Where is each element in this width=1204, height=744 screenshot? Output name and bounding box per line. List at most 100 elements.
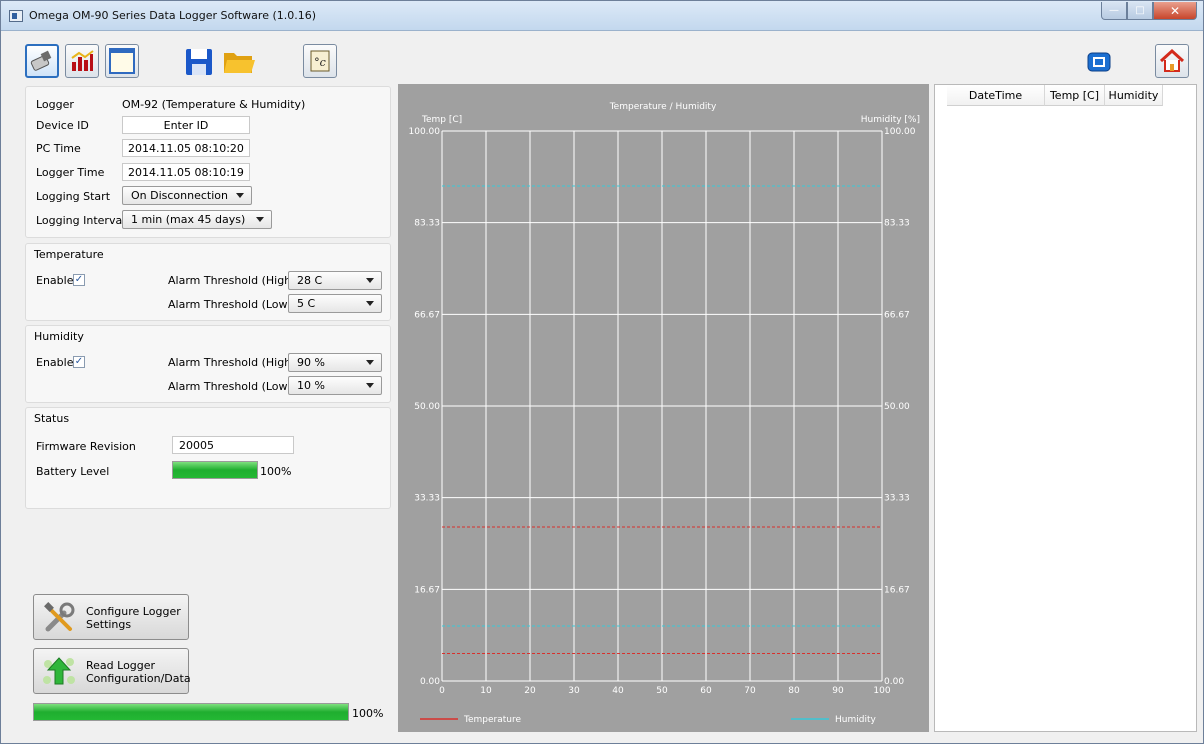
y-tick-label: 33.33: [414, 494, 440, 504]
battery-label: Battery Level: [36, 465, 110, 478]
humidity-enable-label: Enable: [36, 356, 74, 369]
humidity-panel: Humidity Enable ✓ Alarm Threshold (High)…: [25, 325, 391, 403]
maximize-icon: □: [1135, 5, 1145, 16]
logging-start-label: Logging Start: [36, 190, 111, 203]
chart-view-button[interactable]: [65, 44, 99, 78]
configure-logger-button[interactable]: Configure Logger Settings: [33, 594, 189, 640]
x-tick-label: 10: [480, 686, 492, 696]
checkmark-icon: ✓: [74, 356, 84, 367]
refresh-button[interactable]: [1081, 44, 1117, 80]
battery-level-bar: [172, 461, 258, 479]
y2-tick-label: 66.67: [884, 310, 910, 320]
toolbar: °c: [1, 32, 1203, 82]
chevron-down-icon: [236, 193, 244, 198]
y-axis-label: Temp [C]: [421, 115, 462, 125]
pc-time-field: 2014.11.05 08:10:20: [122, 139, 250, 157]
device-id-label: Device ID: [36, 119, 89, 132]
battery-level-text: 100%: [260, 465, 292, 478]
x-tick-label: 90: [832, 686, 844, 696]
save-icon: [186, 49, 212, 75]
logging-interval-select[interactable]: 1 min (max 45 days): [122, 210, 272, 229]
y-tick-label: 100.00: [409, 127, 441, 137]
home-icon: [1159, 48, 1185, 72]
temperature-low-select[interactable]: 5 C: [288, 294, 382, 313]
open-button[interactable]: [221, 44, 257, 80]
maximize-button[interactable]: □: [1127, 2, 1153, 20]
humidity-high-select[interactable]: 90 %: [288, 353, 382, 372]
y2-tick-label: 0.00: [884, 677, 904, 687]
firmware-label: Firmware Revision: [36, 440, 136, 453]
configure-line1: Configure Logger: [86, 605, 181, 618]
status-group-title: Status: [34, 412, 70, 425]
tools-icon: [44, 602, 75, 632]
x-tick-label: 50: [656, 686, 668, 696]
humidity-low-label: Alarm Threshold (Low): [168, 380, 292, 393]
legend-label-temperature: Temperature: [463, 715, 521, 725]
configure-line2: Settings: [86, 618, 132, 631]
open-folder-icon: [224, 53, 255, 73]
battery-level-fill: [173, 462, 257, 478]
temperature-group-title: Temperature: [34, 248, 104, 261]
temperature-high-label: Alarm Threshold (High): [168, 274, 296, 287]
humidity-low-selected: 10 %: [297, 379, 325, 392]
table-view-button[interactable]: [105, 44, 139, 78]
y2-tick-label: 100.00: [884, 127, 916, 137]
pc-time-label: PC Time: [36, 142, 81, 155]
app-icon: [9, 10, 23, 22]
x-tick-label: 80: [788, 686, 800, 696]
table-window-icon: [109, 48, 135, 74]
logging-interval-label: Logging Interval: [36, 214, 126, 227]
humidity-high-selected: 90 %: [297, 356, 325, 369]
temperature-high-select[interactable]: 28 C: [288, 271, 382, 290]
home-button[interactable]: [1155, 44, 1189, 78]
humidity-low-select[interactable]: 10 %: [288, 376, 382, 395]
chart-panel: Temperature / Humidity Temp [C] Humidity […: [398, 84, 929, 732]
firmware-value: 20005: [172, 436, 294, 454]
logging-start-select[interactable]: On Disconnection: [122, 186, 252, 205]
read-line1: Read Logger: [86, 659, 156, 672]
humidity-group-title: Humidity: [34, 330, 84, 343]
y2-tick-label: 16.67: [884, 585, 910, 595]
logging-interval-selected: 1 min (max 45 days): [131, 213, 246, 226]
temperature-low-label: Alarm Threshold (Low): [168, 298, 292, 311]
logger-time-field: 2014.11.05 08:10:19: [122, 163, 250, 181]
y2-tick-label: 50.00: [884, 402, 910, 412]
read-progress-bar: [33, 703, 349, 721]
column-header[interactable]: Temp [C]: [1045, 85, 1105, 106]
x-tick-label: 60: [700, 686, 712, 696]
celsius-unit-button[interactable]: °c: [303, 44, 337, 78]
temperature-enable-checkbox[interactable]: ✓: [73, 274, 85, 286]
read-logger-button[interactable]: Read Logger Configuration/Data: [33, 648, 191, 694]
humidity-enable-checkbox[interactable]: ✓: [73, 356, 85, 368]
y2-tick-label: 33.33: [884, 494, 910, 504]
y2-tick-label: 83.33: [884, 219, 910, 229]
read-progress-fill: [34, 704, 348, 720]
save-button[interactable]: [181, 44, 217, 80]
minimize-button[interactable]: —: [1101, 2, 1127, 20]
refresh-icon: [1087, 52, 1111, 72]
chevron-down-icon: [366, 383, 374, 388]
chevron-down-icon: [366, 301, 374, 306]
logger-device-button[interactable]: [25, 44, 59, 78]
y-tick-label: 66.67: [414, 310, 440, 320]
humidity-high-label: Alarm Threshold (High): [168, 356, 296, 369]
column-header[interactable]: DateTime: [947, 85, 1045, 106]
chevron-down-icon: [366, 360, 374, 365]
window-controls: — □ ✕: [1101, 2, 1197, 22]
x-tick-label: 30: [568, 686, 580, 696]
close-button[interactable]: ✕: [1153, 2, 1197, 20]
temperature-enable-label: Enable: [36, 274, 74, 287]
device-id-input[interactable]: Enter ID: [122, 116, 250, 134]
status-panel: Status Firmware Revision 20005 Battery L…: [25, 407, 391, 509]
logger-label: Logger: [36, 98, 74, 111]
minimize-icon: —: [1109, 5, 1119, 16]
logger-info-panel: Logger OM-92 (Temperature & Humidity) De…: [25, 86, 391, 238]
column-header[interactable]: Humidity: [1105, 85, 1163, 106]
legend-label-humidity: Humidity: [835, 715, 876, 725]
window-title: Omega OM-90 Series Data Logger Software …: [29, 9, 317, 22]
chevron-down-icon: [366, 278, 374, 283]
y2-axis-label: Humidity [%]: [861, 115, 920, 125]
svg-text:°c: °c: [314, 56, 326, 69]
x-tick-label: 20: [524, 686, 536, 696]
title-bar: Omega OM-90 Series Data Logger Software …: [1, 1, 1203, 31]
